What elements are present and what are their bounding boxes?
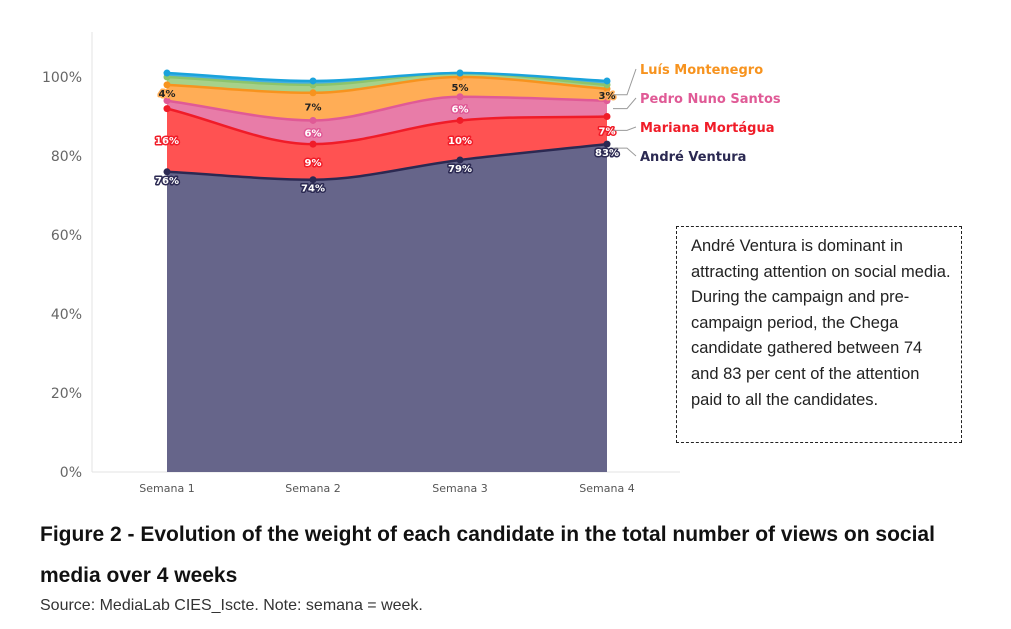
data-label: 79% <box>448 164 472 175</box>
data-point <box>163 105 171 113</box>
data-label: 4% <box>159 89 176 100</box>
data-point <box>163 81 171 89</box>
series-line <box>166 107 608 146</box>
annotation-text: André Ventura is dominant in attracting … <box>691 237 951 409</box>
legend-label: Pedro Nuno Santos <box>640 92 781 107</box>
chart-points <box>163 69 611 184</box>
area-series <box>167 144 607 472</box>
data-label: 74% <box>301 184 325 195</box>
chart-axes: 0% 20% 40% 60% 80% 100% Semana 1 Semana 2 Semana… <box>42 32 680 495</box>
annotation-box: André Ventura is dominant in attracting … <box>676 226 962 443</box>
data-point <box>309 140 317 148</box>
legend-leader-line <box>613 126 637 131</box>
x-tick-label: Semana 3 <box>432 482 487 495</box>
legend-label: André Ventura <box>640 150 746 165</box>
data-label: 7% <box>599 126 616 137</box>
x-tick-label: Semana 2 <box>285 482 340 495</box>
data-label: 16% <box>155 136 179 147</box>
figure-title: Figure 2 - Evolution of the weight of ea… <box>40 523 935 587</box>
y-tick-label: 0% <box>60 465 82 481</box>
legend-label: Mariana Mortágua <box>640 121 775 136</box>
data-point <box>163 69 171 77</box>
data-point <box>309 176 317 184</box>
series-line <box>166 95 608 122</box>
data-point <box>603 77 611 85</box>
data-point <box>163 168 171 176</box>
chart-lines <box>166 71 608 181</box>
series-line <box>166 142 608 181</box>
data-label: 5% <box>452 83 469 94</box>
y-tick-label: 20% <box>51 386 82 402</box>
area-series <box>167 77 607 121</box>
data-point <box>456 69 464 77</box>
data-point <box>603 113 611 120</box>
data-label: 3% <box>599 91 616 102</box>
stacked-area-chart: 0% 20% 40% 60% 80% 100% Semana 1 Semana 2 Semana… <box>42 32 781 495</box>
data-point <box>309 89 317 97</box>
data-point <box>603 140 611 148</box>
data-label: 7% <box>305 103 322 114</box>
data-label: 10% <box>448 136 472 147</box>
data-label: 9% <box>305 158 322 169</box>
series-line <box>166 71 608 87</box>
data-point <box>456 116 464 124</box>
legend-leader-line <box>613 97 637 110</box>
data-label: 6% <box>305 128 322 139</box>
chart-legend: Luís Montenegro Pedro Nuno Santos Mariana … <box>613 63 781 165</box>
y-tick-label: 40% <box>51 307 82 323</box>
area-series <box>167 96 607 145</box>
chart-data-labels: 76% 74% 79% 83% 16% 9% 10% 7% 6% 6% 4% 7% 5% 3% <box>154 81 621 196</box>
area-series <box>167 108 607 180</box>
figure-source: Source: MediaLab CIES_Iscte. Note: seman… <box>40 597 423 614</box>
data-point <box>456 156 464 164</box>
data-label: 6% <box>452 105 469 116</box>
data-point <box>456 93 464 101</box>
chart-areas <box>167 73 607 472</box>
data-point <box>309 116 317 124</box>
data-point <box>309 77 317 85</box>
series-line <box>166 71 608 83</box>
legend-label: Luís Montenegro <box>640 63 763 78</box>
area-series <box>167 73 607 85</box>
data-label: 76% <box>155 176 179 187</box>
data-label: 83% <box>595 148 619 159</box>
y-tick-label: 100% <box>42 70 82 86</box>
data-point <box>163 97 171 105</box>
series-line <box>166 75 608 95</box>
y-tick-label: 60% <box>51 228 82 244</box>
x-tick-label: Semana 1 <box>139 482 194 495</box>
y-tick-label: 80% <box>51 149 82 165</box>
legend-leader-line <box>613 147 637 157</box>
x-tick-label: Semana 4 <box>579 482 634 495</box>
data-point <box>603 97 611 105</box>
legend-leader-line <box>613 68 637 96</box>
